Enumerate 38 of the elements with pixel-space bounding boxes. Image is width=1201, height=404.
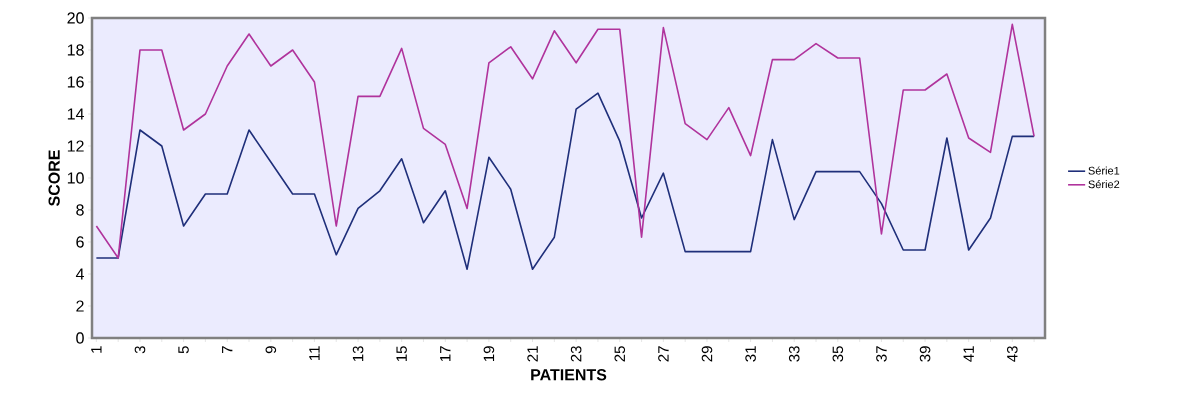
- x-tick-label: 15: [396, 346, 407, 362]
- x-tick-label: 43: [1006, 346, 1018, 362]
- y-tick-label: 8: [76, 204, 84, 216]
- x-tick-label: 11: [309, 346, 320, 360]
- y-tick-label: 16: [67, 76, 84, 88]
- x-tick-label: 9: [265, 346, 277, 354]
- y-tick-label: 18: [67, 44, 84, 56]
- y-tick-label: 20: [67, 12, 84, 24]
- y-tick-label: 14: [67, 108, 84, 120]
- x-tick-label: 17: [440, 346, 451, 362]
- y-tick-label: 0: [76, 332, 84, 344]
- x-tick-label: 39: [919, 346, 931, 362]
- x-tick-label: 35: [832, 346, 844, 362]
- x-axis-title: PATIENTS: [531, 369, 607, 381]
- x-tick-label: 31: [745, 346, 756, 362]
- x-tick-label: 27: [658, 346, 669, 362]
- x-tick-label: 33: [788, 346, 800, 362]
- x-tick-label: 7: [222, 346, 233, 354]
- y-tick-label: 12: [67, 140, 84, 152]
- x-tick-label: 29: [701, 346, 713, 362]
- x-tick-label: 21: [527, 346, 538, 362]
- y-tick-label: 10: [67, 172, 84, 184]
- x-tick-label: 41: [963, 346, 974, 362]
- x-tick-label: 37: [876, 346, 887, 362]
- x-tick-label: 23: [570, 346, 582, 362]
- x-tick-label: 3: [134, 346, 146, 354]
- y-axis-title: SCORE: [48, 150, 60, 206]
- x-tick-label: 5: [178, 346, 189, 354]
- y-tick-label: 4: [75, 268, 84, 280]
- legend-label: Série2: [1088, 180, 1120, 189]
- y-tick-label: 2: [76, 300, 84, 312]
- x-tick-label: 13: [352, 346, 364, 362]
- x-tick-label: 25: [614, 346, 626, 362]
- x-tick-label: 1: [91, 346, 102, 353]
- y-tick-label: 6: [76, 236, 84, 248]
- line-series: [95, 23, 1035, 259]
- x-tick-label: 19: [483, 346, 495, 362]
- legend-label: Série1: [1088, 166, 1120, 175]
